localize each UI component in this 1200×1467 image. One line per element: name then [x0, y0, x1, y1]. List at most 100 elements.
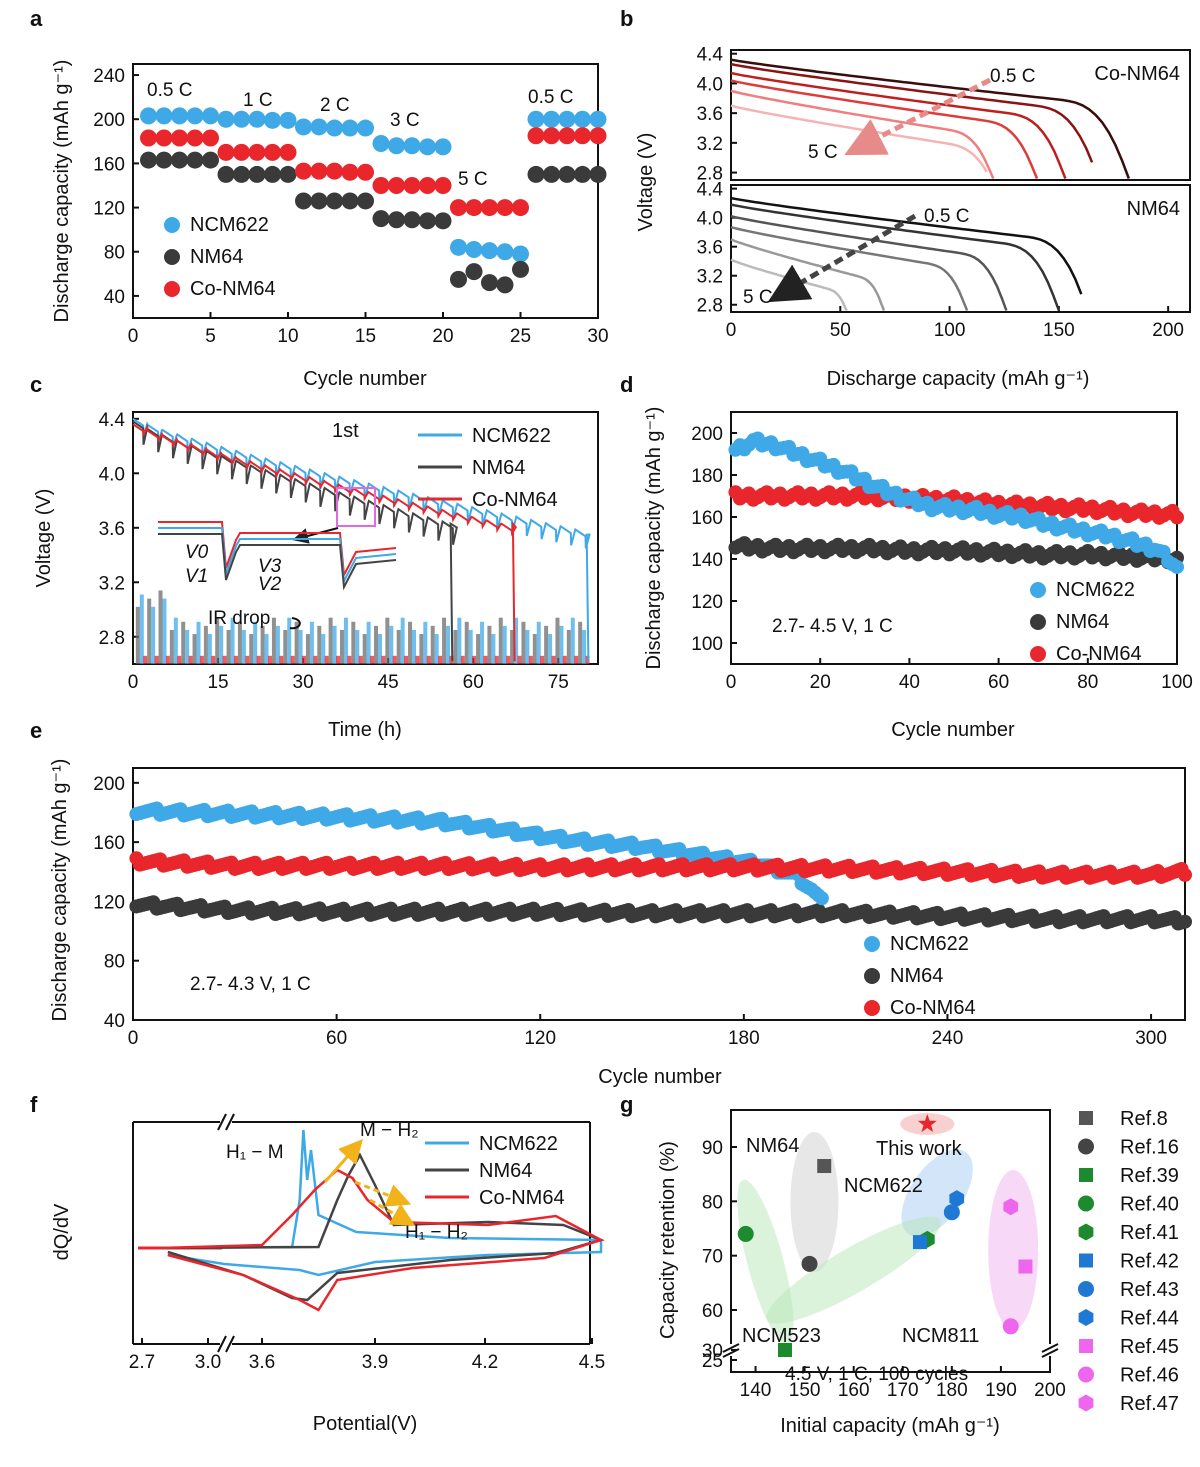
curve-3 C — [730, 79, 1039, 179]
ir-drop-bar — [256, 655, 261, 664]
data-point-NCM622 — [140, 107, 157, 125]
legend-label: Ref.47 — [1120, 1393, 1179, 1415]
data-point-NCM622 — [388, 137, 405, 155]
y-tick-label: 3.2 — [697, 134, 723, 155]
data-point-Co-NM64 — [233, 143, 250, 161]
ir-drop-bar — [249, 634, 254, 664]
ir-drop-bar — [139, 594, 144, 664]
rate-arrow — [844, 77, 992, 156]
plot-frame — [730, 1109, 1051, 1373]
legend-marker — [1078, 1394, 1094, 1412]
gitt-curve-NM64 — [132, 420, 458, 662]
legend-label: Ref.40 — [1120, 1194, 1179, 1216]
ir-drop-bar — [313, 655, 318, 664]
ir-drop-bar — [222, 655, 227, 664]
data-point-NM64 — [295, 192, 312, 210]
y-axis-label: dQ/dV — [51, 1203, 73, 1260]
x-tick-label: 3.6 — [249, 1352, 275, 1373]
data-point-NCM622 — [465, 241, 483, 259]
ir-drop-bar — [528, 655, 533, 664]
rate-label: 5 C — [458, 169, 488, 190]
ir-drop-bar — [283, 629, 288, 664]
ir-drop-bar — [525, 629, 530, 664]
ir-drop-bar — [203, 625, 208, 664]
ir-drop-bar — [438, 655, 443, 664]
x-tick-label: 20 — [810, 672, 831, 693]
ir-drop-bar — [423, 621, 428, 664]
plot-frame — [730, 184, 1191, 313]
ir-drop-pointer — [289, 617, 301, 630]
arrow-label-bottom: 5 C — [808, 142, 838, 163]
ir-drop-bar — [574, 655, 579, 664]
ir-drop-bar — [165, 655, 170, 664]
legend-label: Co-NM64 — [479, 1187, 565, 1209]
ir-drop-bar — [192, 634, 197, 664]
curve-3 C — [730, 225, 969, 311]
condition-label: 4.5 V, 1 C, 100 cycles — [785, 1364, 968, 1385]
ir-drop-bar — [294, 621, 299, 664]
x-tick-label: 160 — [838, 1380, 870, 1401]
data-point-Co-NM64 — [434, 176, 452, 194]
data-point-Ref.43 — [943, 1204, 960, 1221]
ir-drop-bar — [181, 621, 186, 664]
axis-break — [225, 1113, 235, 1131]
ir-drop-label: IR drop — [208, 608, 270, 629]
ir-drop-bar — [446, 625, 451, 664]
peak-label-h1m: H₁ − M — [226, 1142, 284, 1163]
ir-drop-bar — [147, 598, 152, 664]
panel-label-f: f — [30, 1092, 38, 1117]
curve-2 C — [730, 214, 1008, 311]
ir-drop-bar — [412, 629, 416, 664]
data-point-NM64 — [217, 165, 235, 183]
data-point-NCM622 — [527, 110, 545, 128]
data-point-Co-NM64 — [388, 176, 405, 194]
y-tick-label: 80 — [104, 952, 125, 973]
data-point-Co-NM64 — [403, 176, 421, 194]
x-axis-label: Time (h) — [328, 719, 402, 741]
y-axis-label: Discharge capacity (mAh g⁻¹) — [51, 60, 73, 323]
data-point-Co-NM64 — [357, 163, 374, 181]
data-point-NM64 — [574, 165, 591, 183]
ir-drop-bar — [502, 625, 507, 664]
ir-drop-bar — [400, 617, 405, 664]
data-point-NM64 — [233, 165, 250, 183]
data-point-Co-NM64 — [264, 143, 281, 161]
data-point-Co-NM64 — [450, 199, 467, 217]
data-point-NM64 — [434, 212, 452, 230]
data-point-NCM622 — [248, 110, 266, 128]
legend-marker — [1079, 1168, 1093, 1182]
peak-label-mh2: M − H₂ — [360, 1120, 419, 1141]
ir-drop-bar — [143, 655, 148, 664]
data-point-NCM622 — [202, 107, 219, 125]
orange-arrow — [369, 1198, 416, 1226]
panel-d: 0 20 40 60 80 100 100 120 140 160 180 200 2.7- 4.5 V… — [643, 407, 1193, 741]
ir-drop-bar — [468, 629, 473, 664]
legend-marker — [164, 249, 180, 265]
data-point-Co-NM64 — [465, 199, 483, 217]
ir-drop-bar — [532, 634, 537, 664]
data-point-NCM622 — [264, 111, 281, 129]
data-point-NM64 — [202, 151, 219, 169]
ir-drop-bar — [260, 625, 265, 664]
x-tick-label: 10 — [277, 326, 298, 347]
data-point-NM64 — [450, 270, 467, 288]
data-point-Co-NM64 — [326, 162, 343, 180]
legend-label: Ref.43 — [1120, 1279, 1179, 1301]
data-point-Co-NM64 — [1170, 510, 1184, 525]
y-axis-label: Discharge capacity (mAh g⁻¹) — [49, 759, 71, 1022]
x-tick-label: 40 — [899, 672, 920, 693]
data-point-NCM622 — [512, 245, 529, 263]
y-tick-label: 80 — [104, 243, 125, 264]
data-point-NM64 — [589, 165, 607, 183]
dqdv-NM64 — [160, 1152, 605, 1302]
ir-drop-bar — [264, 634, 269, 664]
legend-marker — [1078, 1281, 1094, 1297]
ir-drop-bar — [162, 598, 167, 664]
ir-drop-bar — [472, 655, 477, 664]
y-tick-label: 25 — [702, 1351, 723, 1372]
x-tick-label: 3.0 — [195, 1352, 221, 1373]
axis-break — [217, 1335, 227, 1353]
data-point-NCM622 — [558, 110, 576, 128]
data-point-Ref.44 — [949, 1190, 965, 1208]
data-point-NM64 — [372, 210, 390, 228]
